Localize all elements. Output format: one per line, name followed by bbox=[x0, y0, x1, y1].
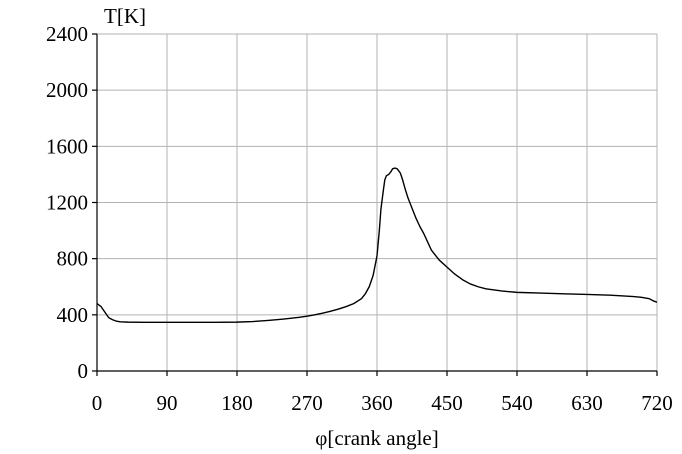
axes bbox=[92, 33, 658, 376]
y-tick-label: 2400 bbox=[46, 22, 88, 46]
x-axis-title: φ[crank angle] bbox=[315, 426, 438, 450]
series-layer bbox=[96, 167, 658, 323]
x-tick-label: 360 bbox=[361, 391, 393, 415]
x-tick-label: 630 bbox=[571, 391, 603, 415]
x-tick-label: 540 bbox=[501, 391, 533, 415]
y-axis-title: T[K] bbox=[104, 4, 146, 28]
x-tick-label: 270 bbox=[291, 391, 323, 415]
tick-labels: 0 400 800 1200 1600 2000 2400 0 90 180 270 360 450 54… bbox=[46, 22, 673, 415]
x-tick-label: 180 bbox=[221, 391, 253, 415]
grid bbox=[97, 33, 658, 371]
y-tick-label: 400 bbox=[57, 303, 89, 327]
y-tick-label: 800 bbox=[57, 247, 89, 271]
x-tick-label: 0 bbox=[92, 391, 103, 415]
x-tick-label: 450 bbox=[431, 391, 463, 415]
y-tick-label: 2000 bbox=[46, 78, 88, 102]
y-tick-label: 0 bbox=[78, 359, 89, 383]
x-tick-label: 720 bbox=[641, 391, 673, 415]
x-tick-label: 90 bbox=[157, 391, 178, 415]
y-tick-label: 1200 bbox=[46, 191, 88, 215]
y-tick-label: 1600 bbox=[46, 134, 88, 158]
series-line-0 bbox=[96, 167, 658, 323]
